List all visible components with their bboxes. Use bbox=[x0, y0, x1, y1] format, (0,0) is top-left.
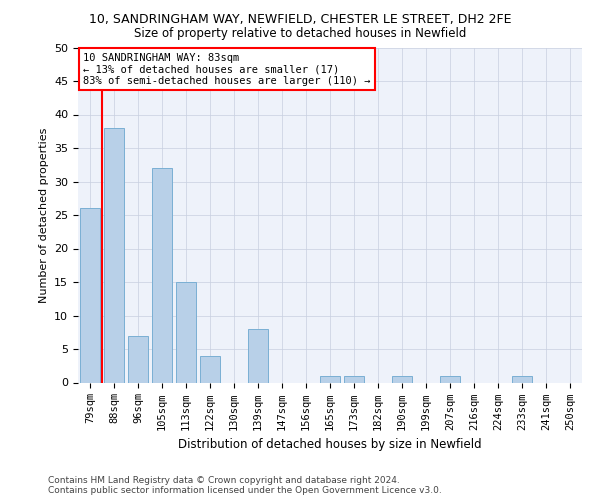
Bar bbox=[104, 128, 124, 382]
Y-axis label: Number of detached properties: Number of detached properties bbox=[38, 128, 49, 302]
Text: Size of property relative to detached houses in Newfield: Size of property relative to detached ho… bbox=[134, 28, 466, 40]
Bar bbox=[128, 336, 148, 382]
X-axis label: Distribution of detached houses by size in Newfield: Distribution of detached houses by size … bbox=[178, 438, 482, 451]
Text: 10, SANDRINGHAM WAY, NEWFIELD, CHESTER LE STREET, DH2 2FE: 10, SANDRINGHAM WAY, NEWFIELD, CHESTER L… bbox=[89, 12, 511, 26]
Bar bbox=[320, 376, 340, 382]
Bar bbox=[80, 208, 100, 382]
Bar bbox=[512, 376, 532, 382]
Bar bbox=[248, 329, 268, 382]
Bar bbox=[200, 356, 220, 382]
Bar bbox=[176, 282, 196, 382]
Bar bbox=[344, 376, 364, 382]
Text: Contains HM Land Registry data © Crown copyright and database right 2024.
Contai: Contains HM Land Registry data © Crown c… bbox=[48, 476, 442, 495]
Bar bbox=[152, 168, 172, 382]
Bar bbox=[392, 376, 412, 382]
Bar bbox=[440, 376, 460, 382]
Text: 10 SANDRINGHAM WAY: 83sqm
← 13% of detached houses are smaller (17)
83% of semi-: 10 SANDRINGHAM WAY: 83sqm ← 13% of detac… bbox=[83, 52, 371, 86]
